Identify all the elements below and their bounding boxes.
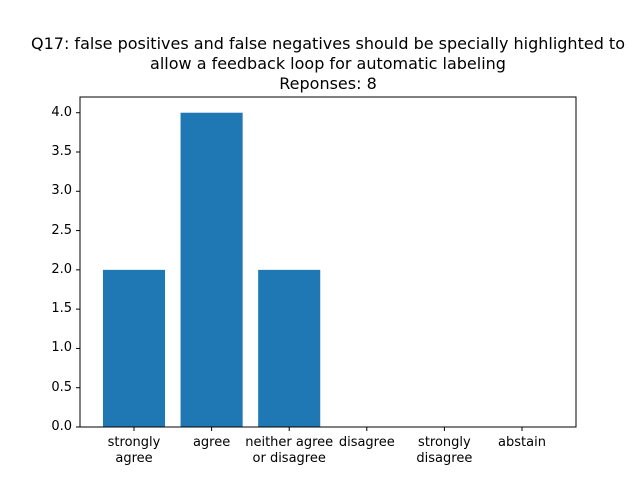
y-tick-label: 1.5 — [51, 301, 72, 317]
bar — [258, 269, 321, 427]
bar — [180, 112, 243, 427]
x-tick-label: strongly agree — [107, 435, 161, 466]
x-tick-label: agree — [192, 435, 231, 450]
y-tick-label: 3.5 — [51, 144, 72, 159]
y-tick-label: 2.5 — [51, 222, 72, 238]
x-tick-label: disagree — [338, 435, 395, 450]
axes-frame — [79, 96, 577, 428]
y-tick-label: 1.0 — [51, 340, 72, 356]
y-tick-label: 3.0 — [51, 183, 72, 199]
x-tick-label: abstain — [498, 435, 546, 450]
y-tick-label: 0.0 — [51, 419, 72, 434]
bar — [102, 269, 166, 427]
y-tick-label: 2.0 — [51, 261, 72, 277]
x-tick-label: strongly disagree — [416, 435, 473, 466]
chart-title: Q17: false positives and false negatives… — [31, 34, 625, 53]
y-tick-label: 4.0 — [51, 104, 72, 120]
chart-title: Reponses: 8 — [279, 74, 377, 93]
x-tick-label: neither agree or disagree — [245, 435, 334, 466]
chart-title: allow a feedback loop for automatic labe… — [150, 54, 506, 73]
y-tick-label: 0.5 — [51, 379, 72, 395]
